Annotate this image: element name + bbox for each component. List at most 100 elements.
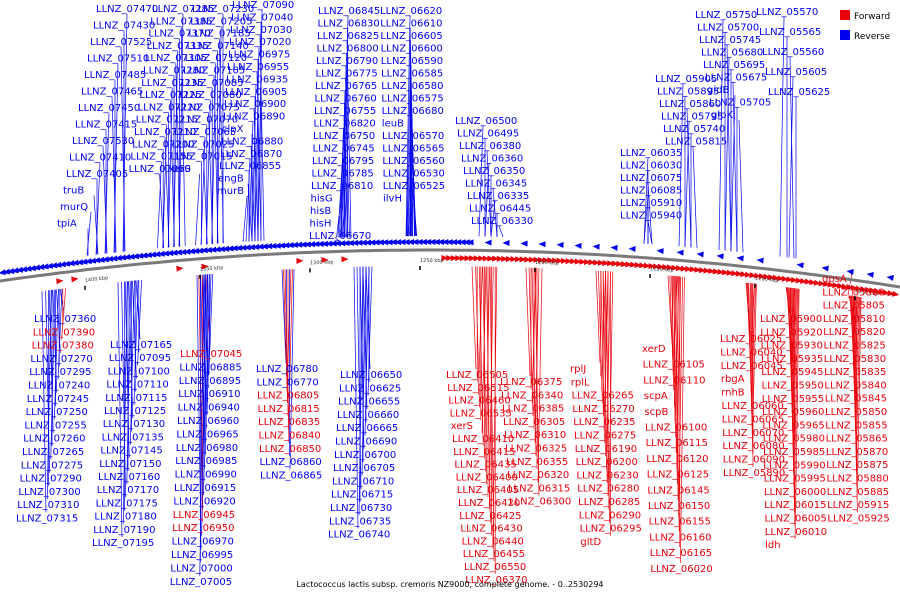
forward-gene (176, 265, 184, 272)
label-connector (253, 109, 259, 241)
label-connector (408, 203, 414, 237)
gene-label: LLNZ_06400 (456, 472, 518, 483)
label-connector (478, 125, 484, 237)
gene-label: LLNZ_06445 (469, 204, 531, 215)
gene-label: LLNZ_07280 (143, 66, 205, 77)
forward-gene (528, 256, 536, 263)
reverse-gene (450, 239, 458, 246)
label-connector (102, 145, 108, 254)
reverse-gene (381, 239, 389, 246)
reverse-gene (656, 248, 664, 255)
gene-label: LLNZ_06580 (381, 81, 443, 92)
reverse-gene (41, 263, 49, 270)
gene-label: LLNZ_05995 (764, 474, 826, 485)
gene-label: LLNZ_06145 (647, 485, 709, 496)
reverse-gene (101, 256, 110, 263)
forward-gene (721, 269, 730, 276)
reverse-gene (230, 245, 238, 252)
gene-label: LLNZ_06300 (509, 497, 571, 508)
forward-gene (588, 259, 596, 266)
label-connector (126, 280, 132, 485)
gene-label: LLNZ_06895 (179, 376, 241, 387)
gene-label: LLNZ_07140 (187, 41, 249, 52)
label-connector (738, 119, 744, 253)
label-connector (478, 266, 484, 446)
reverse-gene (80, 258, 88, 265)
gene-label: LLNZ_06030 (620, 161, 682, 172)
forward-gene (341, 256, 349, 263)
gene-label: LLNZ_07200 (132, 139, 194, 150)
forward-gene (827, 281, 835, 288)
label-connector (250, 146, 256, 242)
gene-label: LLNZ_07360 (34, 314, 96, 325)
label-connector (686, 108, 692, 248)
gene-label: LLNZ_07145 (100, 446, 162, 457)
gene-label: LLNZ_07235 (141, 78, 203, 89)
label-connector (130, 280, 135, 445)
reverse-gene (756, 257, 764, 264)
forward-gene (813, 279, 822, 286)
gene-label: LLNZ_07385 (150, 16, 212, 27)
label-connector (342, 153, 347, 238)
forward-gene (891, 290, 900, 297)
gene-label: LLNZ_06335 (467, 191, 529, 202)
forward-gene (533, 256, 541, 263)
gene-label: LLNZ_06385 (502, 404, 564, 415)
label-connector (57, 288, 63, 380)
gene-label: LLNZ_06080 (722, 441, 784, 452)
label-connector (41, 291, 47, 513)
gene-label: murQ (60, 202, 88, 213)
gene-label: LLNZ_06305 (503, 417, 565, 428)
label-connector (598, 270, 603, 403)
gene-label: LLNZ_06065 (722, 414, 784, 425)
reverse-gene (7, 268, 15, 274)
reverse-gene (295, 241, 303, 248)
gene-label: LLNZ_06770 (257, 377, 319, 388)
gene-label: LLNZ_06890 (223, 112, 285, 123)
forward-gene (321, 256, 329, 263)
gene-track (0, 239, 900, 297)
gene-label: LLNZ_07530 (72, 136, 134, 147)
gene-label: LLNZ_06785 (312, 169, 374, 180)
gene-label: LLNZ_05625 (768, 87, 830, 98)
reverse-gene (462, 239, 470, 246)
forward-gene (501, 255, 509, 262)
reverse-gene (131, 253, 140, 260)
gene-label: rplJ (570, 364, 586, 375)
forward-gene (666, 264, 674, 271)
label-connector (281, 269, 287, 364)
forward-gene (648, 262, 656, 269)
gene-label: LLNZ_06935 (226, 74, 288, 85)
label-connector (61, 288, 66, 340)
gene-label: LLNZ_07215 (136, 115, 198, 126)
label-connector (208, 273, 214, 375)
reverse-gene (303, 241, 311, 248)
reverse-gene (37, 263, 45, 270)
gene-label: LLNZ_07485 (84, 70, 146, 81)
reverse-gene (140, 252, 148, 259)
gene-label: LLNZ_05680 (701, 48, 763, 59)
label-connector (608, 271, 614, 510)
forward-gene (818, 280, 826, 287)
gene-label: hisG (311, 194, 333, 205)
label-connector (50, 289, 56, 460)
gene-label: LLNZ_06360 (461, 154, 523, 165)
gene-label: LLNZ_06815 (258, 404, 320, 415)
label-connector (137, 279, 142, 366)
label-connector (157, 161, 162, 249)
gene-label: LLNZ_05935 (761, 354, 823, 365)
reverse-gene (114, 254, 122, 261)
gene-label: rbgA (721, 374, 745, 385)
label-connector (684, 121, 690, 247)
forward-gene (296, 257, 304, 264)
reverse-gene (32, 264, 41, 271)
gene-label: LLNZ_07075 (178, 102, 240, 113)
reverse-gene (716, 253, 724, 260)
gene-label: LLNZ_07130 (103, 419, 165, 430)
label-connector (406, 90, 412, 237)
gene-label: LLNZ_06440 (462, 536, 524, 547)
gene-label: LLNZ_06010 (765, 527, 827, 538)
gene-label: LLNZ_05845 (825, 394, 887, 405)
label-connector (606, 271, 611, 470)
gene-label: LLNZ_05705 (709, 98, 771, 109)
